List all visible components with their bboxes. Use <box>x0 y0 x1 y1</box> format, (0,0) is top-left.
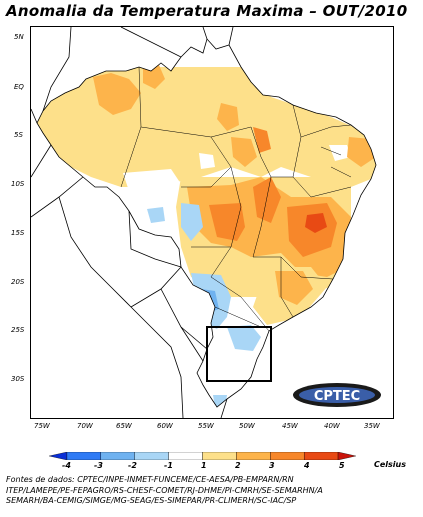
lon-label-35w: 35W <box>364 422 380 430</box>
colorbar-label: -2 <box>128 461 137 470</box>
anomaly-shading <box>37 39 376 407</box>
map-title: Anomalia da Temperatura Maxima – OUT/201… <box>6 2 408 20</box>
colorbar-cells <box>66 452 339 460</box>
lat-label-20s: 20S <box>11 278 25 286</box>
colorbar-label: 2 <box>235 461 241 470</box>
lon-label-75w: 75W <box>34 422 50 430</box>
colorbar-left-arrow <box>49 452 68 460</box>
lon-label-55w: 55W <box>198 422 214 430</box>
cptec-logo: CPTEC <box>292 382 382 408</box>
data-sources: Fontes de dados: CPTEC/INPE-INMET-FUNCEM… <box>6 475 420 507</box>
colorbar <box>49 452 356 460</box>
colorbar-cell <box>66 452 102 460</box>
colorbar-unit: Celsius <box>374 460 406 469</box>
svg-text:CPTEC: CPTEC <box>314 389 360 404</box>
lat-label-10s: 10S <box>11 180 25 188</box>
sources-line: Fontes de dados: CPTEC/INPE-INMET-FUNCEM… <box>6 475 294 484</box>
colorbar-cell <box>236 452 271 460</box>
colorbar-label: 1 <box>201 461 207 470</box>
sources-line: ITEP/LAMEPE/PE-FEPAGRO/RS-CHESF-COMET/RJ… <box>6 485 323 495</box>
colorbar-cell <box>303 452 339 460</box>
lat-label-30s: 30S <box>11 375 25 383</box>
colorbar-label: -4 <box>62 461 71 470</box>
lat-label-5n: 5N <box>14 33 24 41</box>
lon-label-65w: 65W <box>116 422 132 430</box>
lon-label-60w: 60W <box>157 422 173 430</box>
anomaly-map <box>30 26 394 419</box>
lat-label-25s: 25S <box>11 326 25 334</box>
colorbar-label: 3 <box>269 461 275 470</box>
lon-label-40w: 40W <box>324 422 340 430</box>
colorbar-cell <box>100 452 135 460</box>
colorbar-label: -1 <box>164 461 173 470</box>
colorbar-label: -3 <box>94 461 103 470</box>
highlight-box <box>206 326 272 382</box>
lon-label-45w: 45W <box>282 422 298 430</box>
colorbar-cell <box>168 452 203 460</box>
country-borders <box>31 27 377 418</box>
colorbar-label: 4 <box>304 461 310 470</box>
lon-label-50w: 50W <box>239 422 255 430</box>
colorbar-label: 5 <box>339 461 345 470</box>
colorbar-right-arrow <box>337 452 356 460</box>
sources-line: SEMARH/BA-CEMIG/SIMGE/MG-SEAG/ES-SIMEPAR… <box>6 496 297 505</box>
base-land <box>31 27 71 107</box>
lon-label-70w: 70W <box>77 422 93 430</box>
lat-label-eq: EQ <box>14 83 24 91</box>
lat-label-5s: 5S <box>14 131 23 139</box>
lat-label-15s: 15S <box>11 229 25 237</box>
colorbar-cell <box>134 452 169 460</box>
state-borders <box>120 66 352 332</box>
colorbar-cell <box>270 452 305 460</box>
colorbar-cell <box>202 452 237 460</box>
